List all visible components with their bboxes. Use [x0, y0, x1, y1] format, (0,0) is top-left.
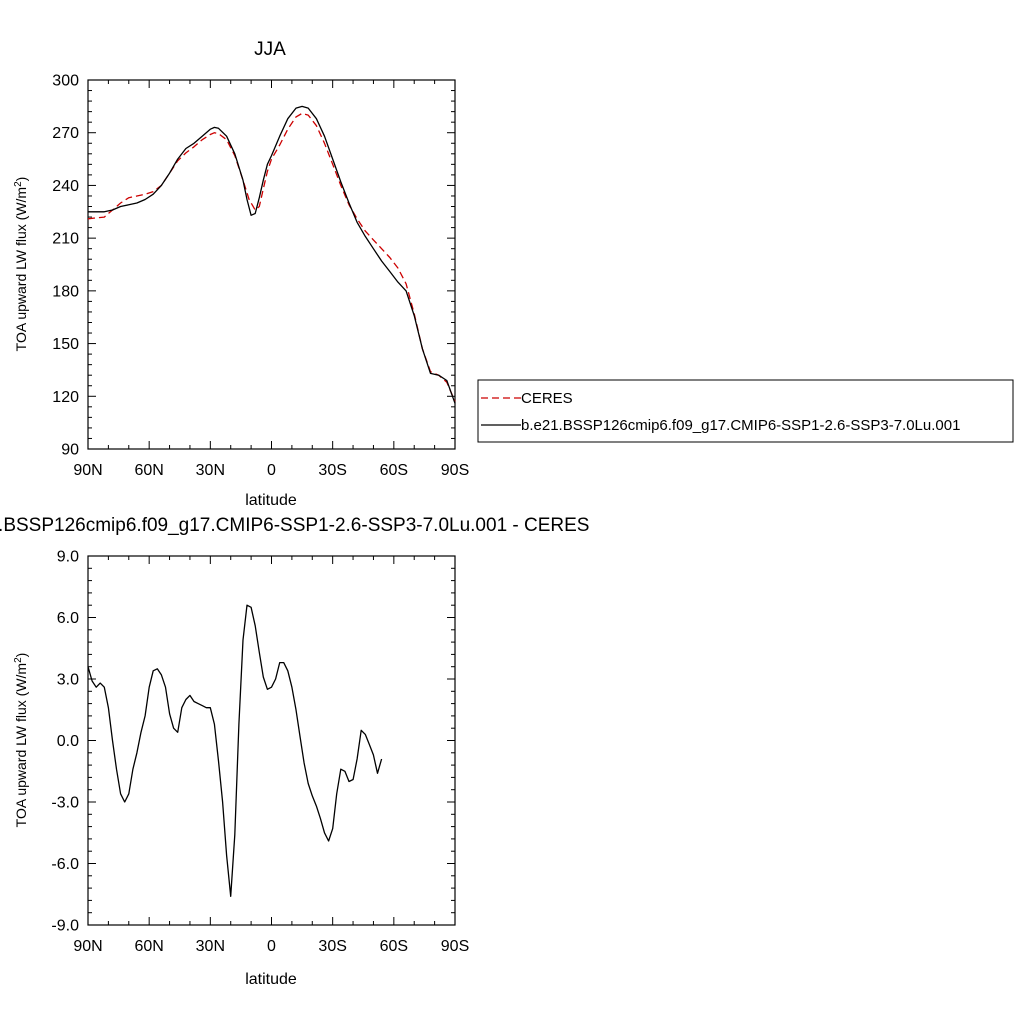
y-tick-label: 180	[52, 283, 79, 300]
x-tick-label: 30S	[318, 462, 346, 479]
y-tick-label: 90	[61, 442, 79, 459]
x-tick-label: 30N	[196, 938, 225, 955]
x-tick-label: 60S	[380, 462, 408, 479]
y-tick-label: 0.0	[57, 733, 79, 750]
flux-y-axis-label: TOA upward LW flux (W/m2)	[13, 177, 29, 352]
difference-axis-ticks: 90N 60N 30N 0 30S 60S 90S -9.0 -6.0 -3.0 0.0 3.0 6.0…	[51, 549, 469, 956]
x-tick-label: 90S	[441, 938, 469, 955]
difference-panel-title: b.e21.BSSP126cmip6.f09_g17.CMIP6-SSP1-2.…	[0, 515, 589, 536]
x-tick-label: 60N	[134, 462, 163, 479]
flux-panel-title: JJA	[254, 39, 286, 60]
y-tick-label: 240	[52, 178, 79, 195]
y-tick-label: 120	[52, 389, 79, 406]
y-tick-label: 300	[52, 73, 79, 90]
legend-box	[477, 379, 1014, 443]
flux-series-line-b-e21-bssp126cmip6-f	[88, 105, 456, 404]
flux-series-layer	[87, 105, 456, 404]
flux-plot-frame	[87, 79, 456, 450]
y-tick-label: 270	[52, 125, 79, 142]
x-tick-label: 60S	[380, 938, 408, 955]
flux-panel: JJA 90N 60N 30N 0 30S 60S 90S 90 120 150 180 210 240…	[13, 39, 469, 509]
y-tick-label: 210	[52, 231, 79, 248]
x-tick-label: 30S	[318, 938, 346, 955]
difference-plot-frame	[87, 555, 456, 926]
difference-panel: b.e21.BSSP126cmip6.f09_g17.CMIP6-SSP1-2.…	[0, 515, 589, 988]
difference-series-line-0	[87, 604, 383, 897]
x-tick-label: 0	[267, 462, 276, 479]
difference-y-axis-label: TOA upward LW flux (W/m2)	[13, 653, 29, 828]
flux-x-axis-label: latitude	[245, 492, 297, 509]
y-tick-label: 150	[52, 336, 79, 353]
legend: CERES b.e21.BSSP126cmip6.f09_g17.CMIP6-S…	[477, 379, 1014, 443]
x-tick-label: 90N	[73, 462, 102, 479]
y-tick-label: 6.0	[57, 610, 79, 627]
x-tick-label: 30N	[196, 462, 225, 479]
y-tick-label: -6.0	[51, 856, 79, 873]
y-tick-label: -9.0	[51, 918, 79, 935]
x-tick-label: 90N	[73, 938, 102, 955]
difference-x-axis-label: latitude	[245, 971, 297, 988]
flux-axis-ticks: 90N 60N 30N 0 30S 60S 90S 90 120 150 180 210 240 270 3…	[52, 73, 469, 480]
legend-label-model: b.e21.BSSP126cmip6.f09_g17.CMIP6-SSP1-2.…	[521, 417, 960, 434]
y-tick-label: -3.0	[51, 795, 79, 812]
y-tick-label: 9.0	[57, 549, 79, 566]
x-tick-label: 60N	[134, 938, 163, 955]
difference-series-layer	[87, 604, 383, 897]
y-tick-label: 3.0	[57, 672, 79, 689]
x-tick-label: 0	[267, 938, 276, 955]
flux-series-line-ceres	[87, 112, 456, 402]
legend-label-ceres: CERES	[521, 390, 573, 407]
x-tick-label: 90S	[441, 462, 469, 479]
